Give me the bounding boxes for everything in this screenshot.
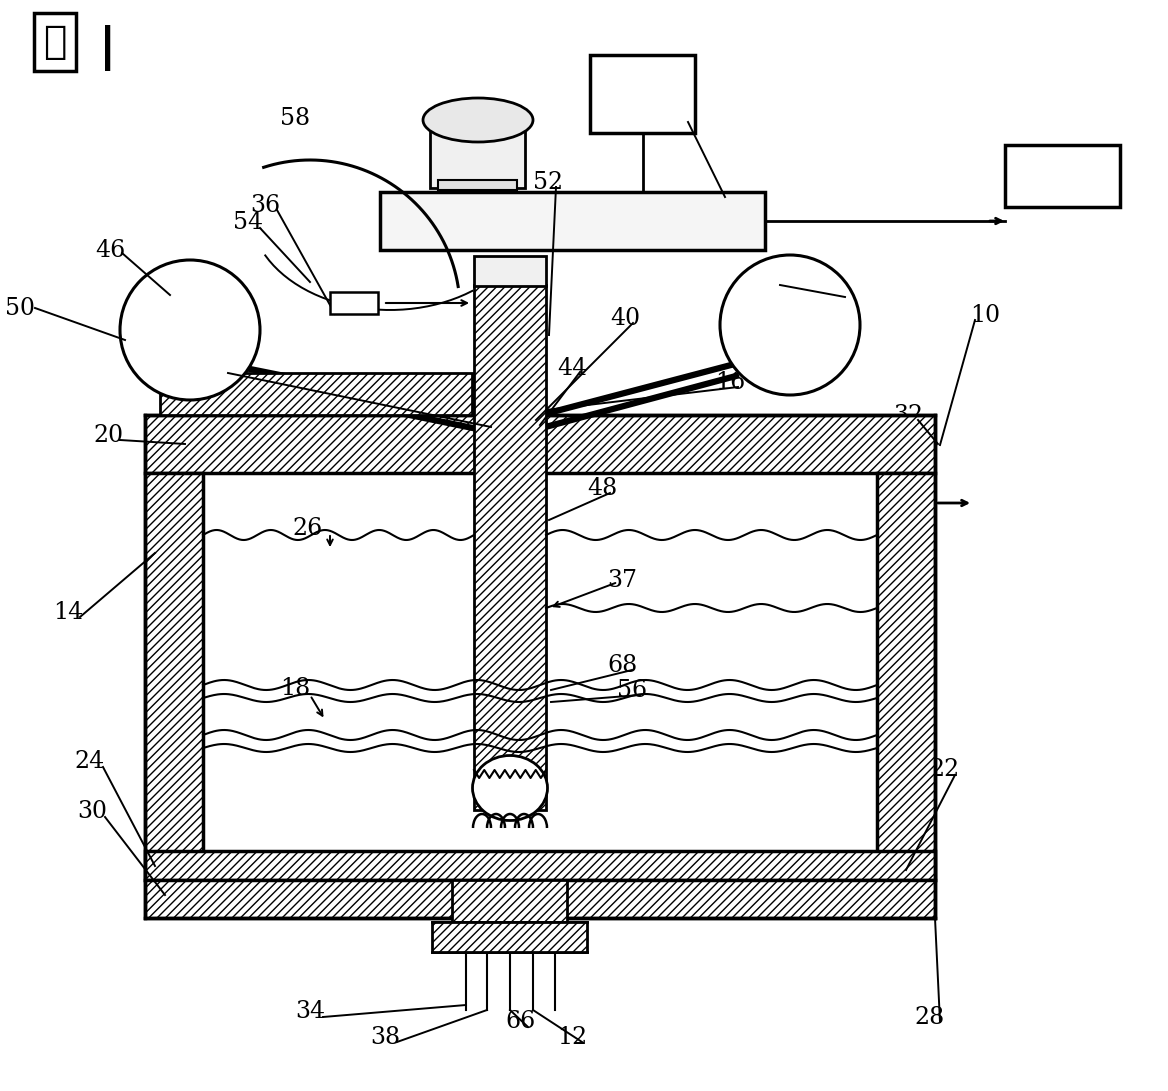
Bar	[331, 292, 378, 314]
Text: 56: 56	[617, 679, 647, 702]
Text: 54: 54	[232, 211, 263, 233]
Bar	[430, 130, 524, 188]
Text: 10: 10	[969, 303, 1000, 326]
Bar	[145, 851, 936, 880]
Bar	[160, 373, 472, 415]
Bar	[1004, 145, 1120, 207]
Text: 12: 12	[557, 1027, 588, 1050]
Text: 24: 24	[75, 751, 105, 774]
Text: 46: 46	[95, 239, 125, 262]
Ellipse shape	[423, 98, 533, 142]
Circle shape	[120, 260, 260, 400]
Text: 64: 64	[203, 357, 234, 380]
Text: 18: 18	[280, 676, 311, 699]
Text: 62: 62	[475, 100, 505, 123]
Text: 58: 58	[280, 107, 310, 130]
Text: 40: 40	[610, 307, 640, 329]
Text: 52: 52	[533, 170, 563, 193]
Circle shape	[719, 255, 860, 395]
Bar	[438, 180, 517, 190]
Text: 37: 37	[607, 568, 637, 591]
Text: 36: 36	[250, 193, 280, 216]
Bar	[877, 473, 936, 880]
Bar	[380, 192, 765, 250]
Text: 34: 34	[296, 1000, 325, 1023]
Bar	[452, 880, 566, 922]
Bar	[145, 473, 203, 880]
Text: 38: 38	[370, 1027, 401, 1050]
Text: 48: 48	[586, 477, 617, 500]
Text: 68: 68	[607, 654, 637, 676]
Bar	[474, 285, 545, 810]
Text: 28: 28	[915, 1007, 945, 1030]
Text: 图: 图	[43, 23, 67, 61]
Text: 44: 44	[557, 357, 588, 380]
Text: 22: 22	[930, 758, 960, 781]
Bar	[145, 415, 936, 473]
Ellipse shape	[473, 755, 548, 820]
Bar	[590, 55, 695, 133]
Bar	[474, 256, 545, 286]
Text: 42: 42	[816, 280, 847, 303]
Text: 66: 66	[505, 1010, 535, 1033]
Text: 61: 61	[1043, 163, 1082, 190]
Text: 16: 16	[715, 371, 745, 394]
Bar	[432, 922, 588, 952]
Bar	[145, 880, 936, 918]
Text: 14: 14	[53, 600, 83, 623]
Text: 30: 30	[77, 801, 107, 824]
Text: 32: 32	[894, 404, 923, 427]
Text: 26: 26	[293, 516, 324, 540]
Text: 20: 20	[93, 423, 123, 446]
Text: 63: 63	[624, 81, 662, 108]
Text: 50: 50	[5, 297, 35, 320]
Text: 60: 60	[665, 107, 695, 130]
Text: |: |	[99, 25, 117, 71]
